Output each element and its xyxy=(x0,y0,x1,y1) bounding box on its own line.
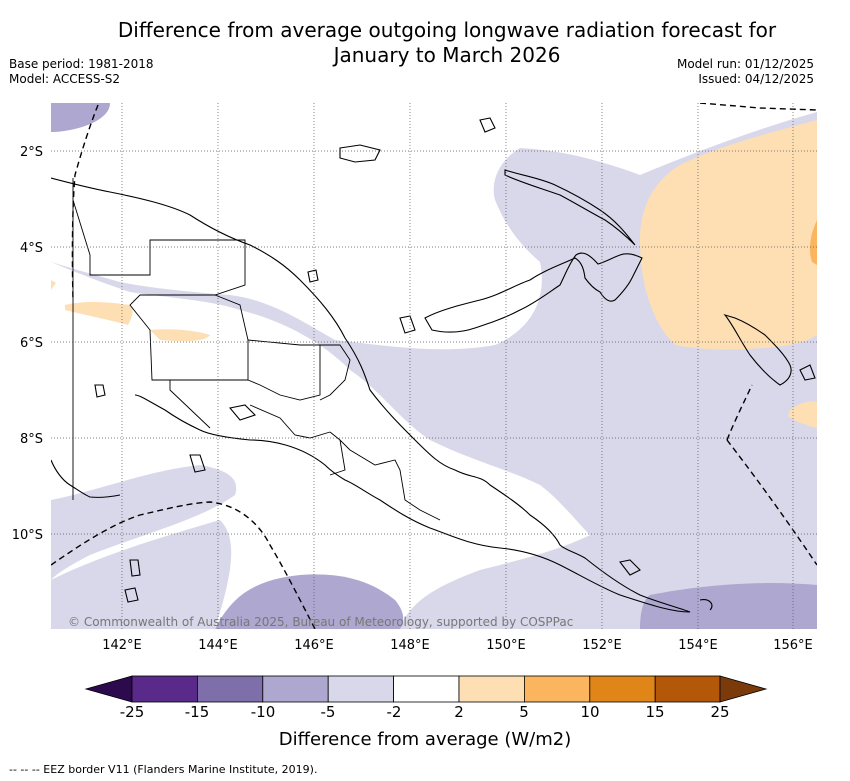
colorbar-tick: 5 xyxy=(519,703,529,721)
base-period: Base period: 1981-2018 xyxy=(9,57,154,71)
latitude-labels: 2°S 4°S 6°S 8°S 10°S xyxy=(12,145,43,543)
issued-date: Issued: 04/12/2025 xyxy=(698,72,814,86)
chart-title: Difference from average outgoing longwav… xyxy=(0,18,850,68)
colorbar-tick: -15 xyxy=(184,703,210,721)
model-run: Model run: 01/12/2025 xyxy=(676,57,814,71)
provincial-borders xyxy=(72,178,441,521)
lon-label: 154°E xyxy=(678,638,718,653)
colorbar-segment xyxy=(262,675,329,703)
colorbar-tick: -5 xyxy=(320,703,336,721)
title-line-1: Difference from average outgoing longwav… xyxy=(117,18,777,42)
eez-borders xyxy=(51,103,817,629)
anomaly-field-plus2-plus5-west xyxy=(65,301,133,325)
colorbar-tick: 15 xyxy=(645,703,665,721)
colorbar-label: Difference from average (W/m2) xyxy=(278,729,572,750)
anomaly-field-south-west xyxy=(51,465,237,580)
eez-legend-note: -- -- -- EEZ border V11 (Flanders Marine… xyxy=(9,763,318,776)
colorbar-tick: 10 xyxy=(580,703,600,721)
lon-label: 146°E xyxy=(294,638,334,653)
lat-label: 2°S xyxy=(20,145,43,160)
lat-label: 10°S xyxy=(12,528,43,543)
lat-label: 8°S xyxy=(20,432,43,447)
lon-label: 142°E xyxy=(102,638,142,653)
colorbar-extend-high xyxy=(719,675,768,703)
anomaly-field-near-normal-north xyxy=(51,103,817,350)
anomaly-field-plus5-plus10-east xyxy=(809,220,817,265)
gridlines xyxy=(51,103,817,629)
anomaly-field-plus2-plus5-east xyxy=(640,120,817,350)
colorbar-segment xyxy=(524,675,591,703)
lon-label: 156°E xyxy=(773,638,813,653)
map-area xyxy=(51,103,817,629)
lat-label: 4°S xyxy=(20,241,43,256)
lon-label: 150°E xyxy=(486,638,526,653)
anomaly-field-plus2-plus5-central xyxy=(150,329,210,342)
copyright-text: © Commonwealth of Australia 2025, Bureau… xyxy=(68,615,573,629)
lon-label: 148°E xyxy=(390,638,430,653)
colorbar-tick: 2 xyxy=(454,703,464,721)
colorbar-segment xyxy=(196,675,264,703)
colorbar xyxy=(84,675,768,703)
meta-right: Model run: 01/12/2025 Issued: 04/12/2025 xyxy=(677,57,814,87)
colorbar-extend-low xyxy=(84,675,133,703)
colorbar-tick: -10 xyxy=(250,703,276,721)
colorbar-tick: 25 xyxy=(710,703,730,721)
colorbar-segment xyxy=(131,675,198,703)
colorbar-segment xyxy=(589,675,656,703)
title-line-2: January to March 2026 xyxy=(333,43,561,67)
anomaly-field-minus10-minus5-northwest xyxy=(51,103,110,132)
anomaly-field-minus10-minus5-south xyxy=(215,574,404,629)
coastlines xyxy=(51,117,816,613)
lat-label: 6°S xyxy=(20,336,43,351)
colorbar-segment xyxy=(393,675,460,703)
anomaly-field-plus2-plus5-edge xyxy=(51,280,56,290)
colorbar-segment xyxy=(327,675,395,703)
anomaly-field-plus2-plus5-solomons xyxy=(788,401,817,428)
model-name: Model: ACCESS-S2 xyxy=(9,72,121,86)
meta-left: Base period: 1981-2018 Model: ACCESS-S2 xyxy=(9,57,154,87)
anomaly-field-minus10-minus5-southeast xyxy=(640,583,817,629)
colorbar-tick-labels: -25 -15 -10 -5 -2 2 5 10 15 25 xyxy=(0,703,850,725)
colorbar-segment xyxy=(458,675,525,703)
lon-label: 144°E xyxy=(198,638,238,653)
anomaly-field-south-coastal xyxy=(51,520,232,629)
colorbar-tick: -25 xyxy=(119,703,145,721)
colorbar-segment xyxy=(654,675,721,703)
colorbar-tick: -2 xyxy=(386,703,402,721)
longitude-labels: 142°E 144°E 146°E 148°E 150°E 152°E 154°… xyxy=(102,638,813,653)
lon-label: 152°E xyxy=(582,638,622,653)
